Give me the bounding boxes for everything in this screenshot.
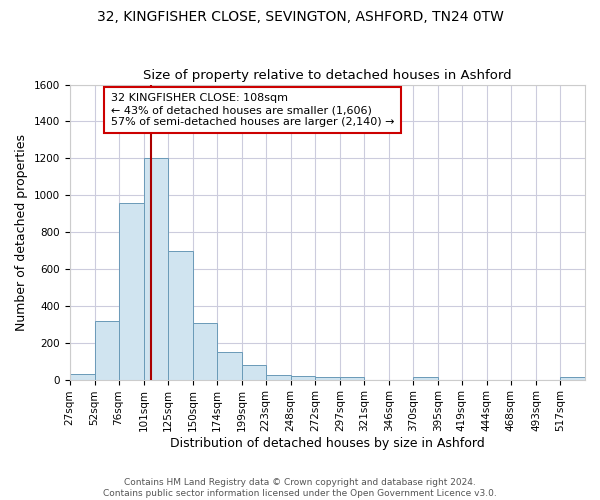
Bar: [119, 202, 143, 380]
Bar: [70, 374, 95, 380]
Bar: [167, 252, 193, 380]
X-axis label: Distribution of detached houses by size in Ashford: Distribution of detached houses by size …: [170, 437, 485, 450]
Bar: [193, 324, 217, 380]
Bar: [95, 320, 119, 380]
Bar: [242, 365, 266, 380]
Bar: [315, 377, 340, 380]
Text: 32, KINGFISHER CLOSE, SEVINGTON, ASHFORD, TN24 0TW: 32, KINGFISHER CLOSE, SEVINGTON, ASHFORD…: [97, 10, 503, 24]
Bar: [413, 377, 438, 380]
Bar: [560, 377, 585, 380]
Bar: [266, 375, 291, 380]
Bar: [340, 377, 364, 380]
Title: Size of property relative to detached houses in Ashford: Size of property relative to detached ho…: [143, 69, 512, 82]
Text: 32 KINGFISHER CLOSE: 108sqm
← 43% of detached houses are smaller (1,606)
57% of : 32 KINGFISHER CLOSE: 108sqm ← 43% of det…: [111, 94, 394, 126]
Bar: [143, 158, 167, 380]
Y-axis label: Number of detached properties: Number of detached properties: [15, 134, 28, 330]
Bar: [291, 376, 315, 380]
Text: Contains HM Land Registry data © Crown copyright and database right 2024.
Contai: Contains HM Land Registry data © Crown c…: [103, 478, 497, 498]
Bar: [217, 352, 242, 380]
